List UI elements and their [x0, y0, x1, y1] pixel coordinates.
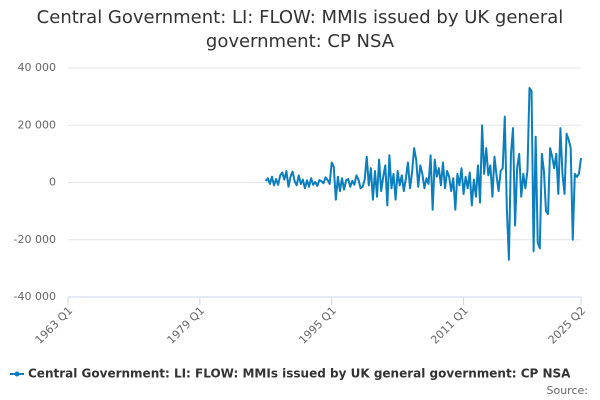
y-tick-label: 20 000 [18, 118, 57, 131]
x-tick-label: 2025 Q2 [546, 304, 589, 347]
legend-label: Central Government: LI: FLOW: MMIs issue… [28, 367, 571, 381]
x-tick-label: 2011 Q1 [428, 304, 471, 347]
chart-title: Central Government: LI: FLOW: MMIs issue… [36, 7, 564, 52]
y-tick-label: -40 000 [14, 290, 56, 303]
x-tick-label: 1995 Q1 [296, 304, 339, 347]
x-tick-label: 1979 Q1 [165, 304, 208, 347]
y-tick-label: 0 [49, 176, 56, 189]
legend-marker [14, 371, 20, 377]
series-line [264, 87, 582, 261]
y-tick-label: -20 000 [14, 233, 56, 246]
y-tick-label: 40 000 [18, 61, 57, 74]
source-label: Source: [547, 384, 589, 397]
x-tick-label: 1963 Q1 [33, 304, 76, 347]
